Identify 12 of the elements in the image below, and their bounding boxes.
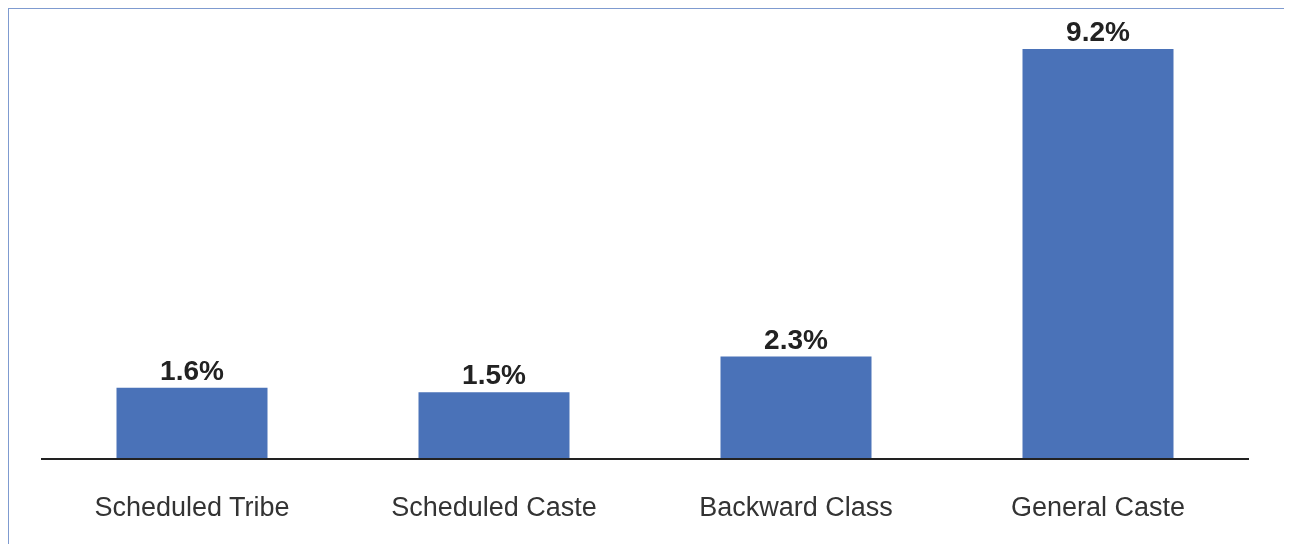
bar bbox=[720, 356, 872, 459]
data-label: 1.6% bbox=[160, 354, 225, 386]
x-tick-label: General Caste bbox=[1010, 492, 1186, 523]
data-label: 2.3% bbox=[764, 323, 829, 355]
data-label: 1.5% bbox=[462, 359, 527, 391]
x-tick-label: Backward Class bbox=[699, 492, 893, 523]
x-tick-label: Scheduled Caste bbox=[391, 492, 597, 523]
bar bbox=[116, 387, 268, 459]
data-label: 9.2% bbox=[1066, 16, 1131, 47]
bar bbox=[418, 392, 570, 459]
bar bbox=[1022, 49, 1174, 459]
x-tick-label: Scheduled Tribe bbox=[94, 492, 290, 523]
